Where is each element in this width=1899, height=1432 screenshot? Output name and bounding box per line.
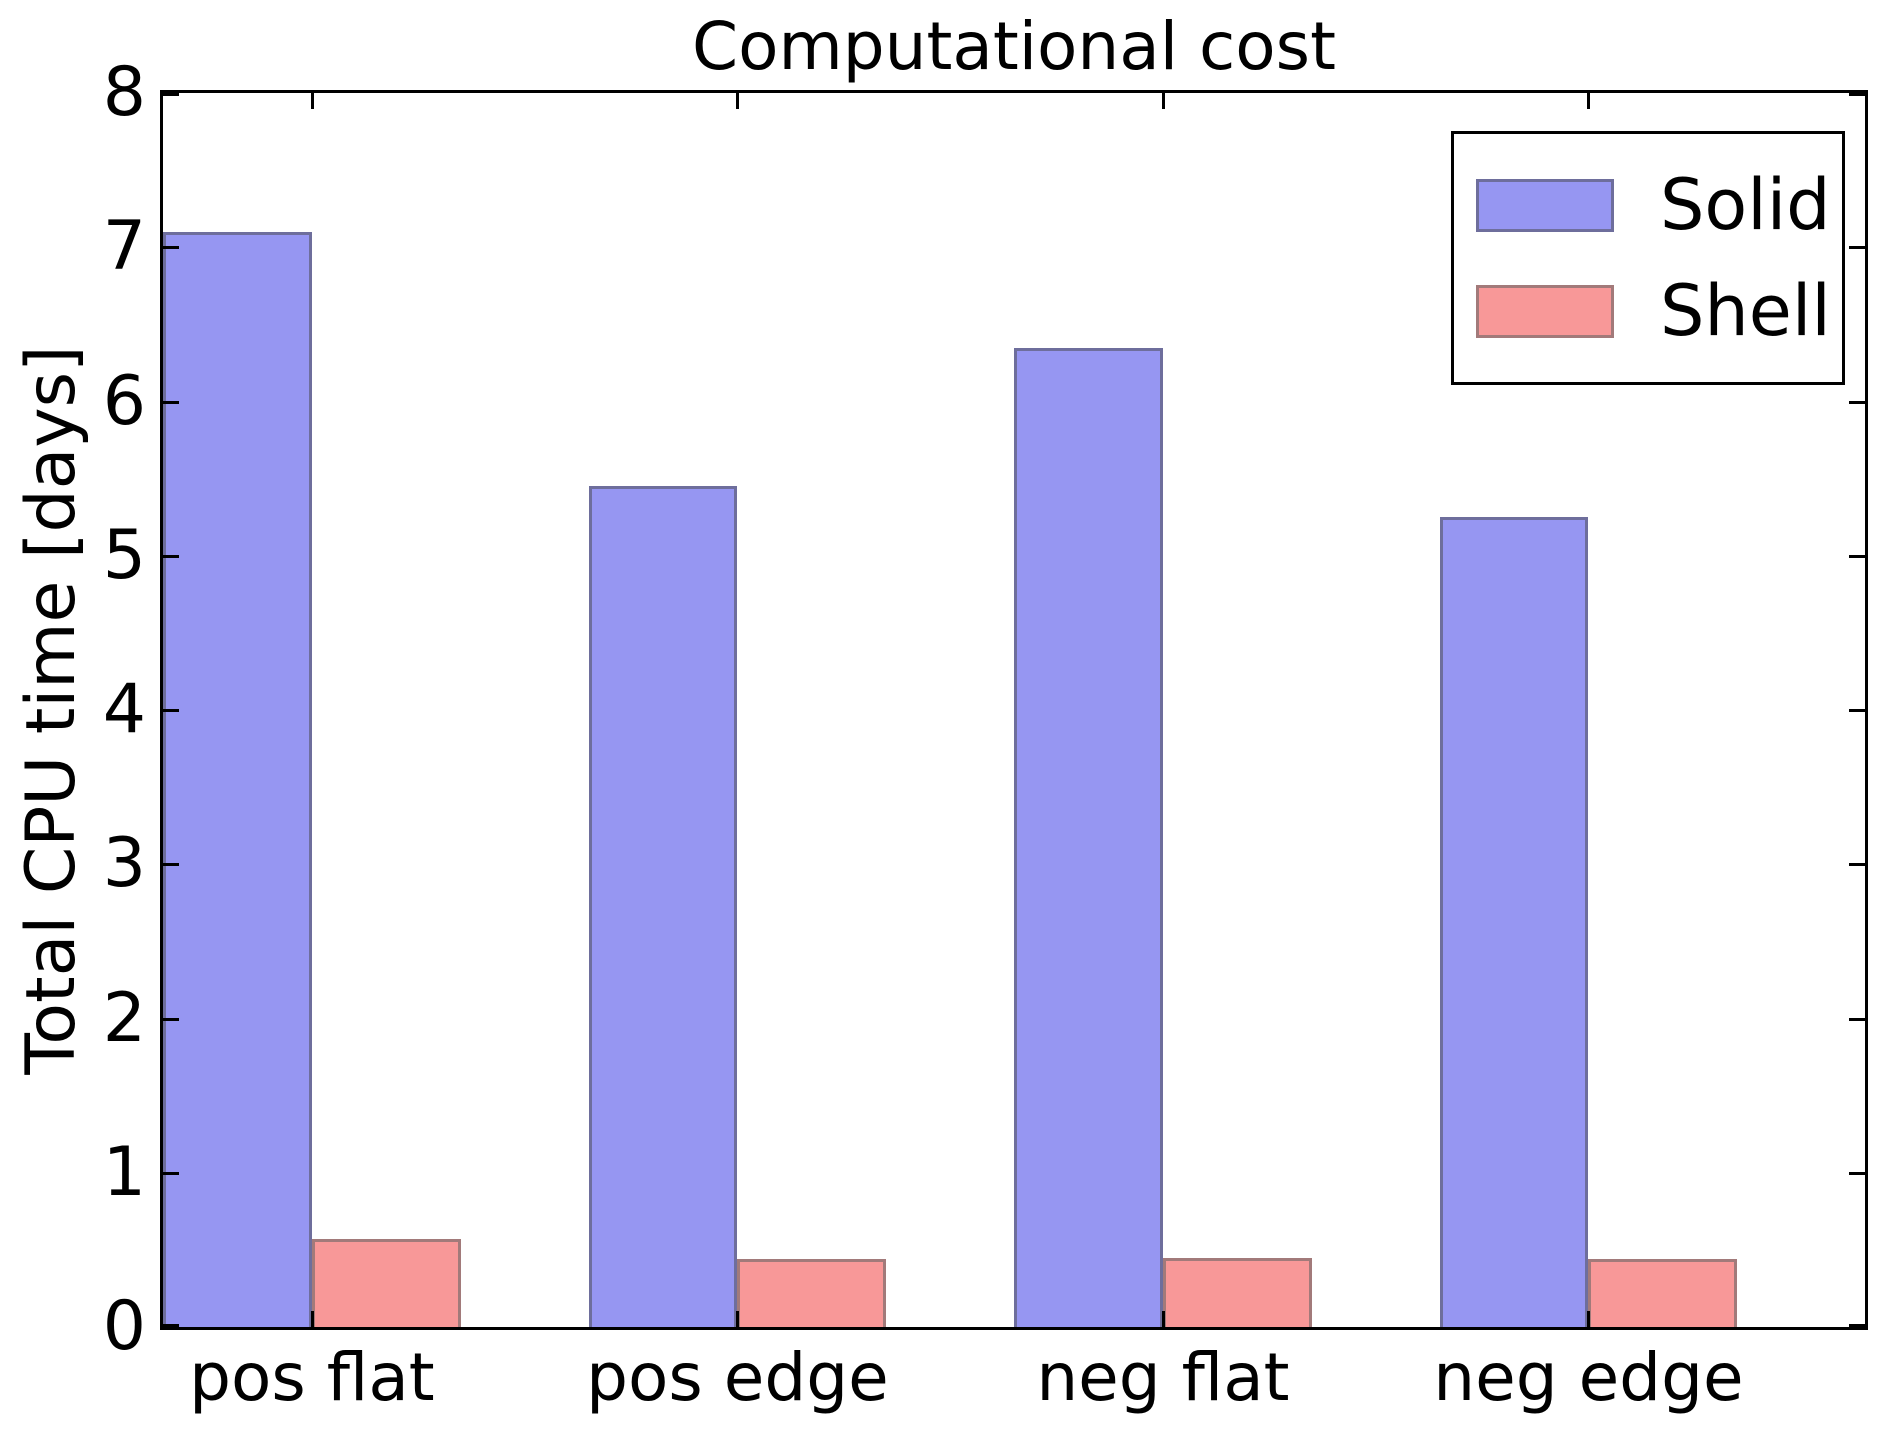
y-tick-mark-right bbox=[1849, 93, 1865, 96]
y-tick-label: 5 bbox=[102, 515, 146, 595]
bar-shell-pos-edge bbox=[737, 1259, 887, 1327]
y-tick-label: 3 bbox=[102, 824, 146, 904]
y-tick-mark-right bbox=[1849, 246, 1865, 250]
y-tick-mark-right bbox=[1849, 400, 1865, 404]
legend-item-solid: Solid bbox=[1476, 170, 1842, 240]
x-tick-label-pos-edge: pos edge bbox=[586, 1339, 889, 1416]
y-tick-label: 1 bbox=[102, 1132, 146, 1212]
y-tick-mark-right bbox=[1849, 554, 1865, 558]
chart-title: Computational cost bbox=[692, 8, 1336, 85]
y-tick-mark-left bbox=[163, 93, 179, 96]
y-tick-mark-left bbox=[163, 1324, 179, 1327]
x-tick-label-neg-edge: neg edge bbox=[1433, 1339, 1744, 1416]
bar-solid-pos-edge bbox=[588, 486, 738, 1327]
bar-solid-neg-flat bbox=[1014, 347, 1163, 1327]
y-tick-mark-left bbox=[163, 863, 179, 867]
y-tick-label: 7 bbox=[102, 207, 146, 287]
y-tick-mark-left bbox=[163, 709, 179, 712]
y-tick-mark-right bbox=[1849, 1017, 1865, 1021]
y-tick-mark-left bbox=[163, 554, 179, 558]
legend-swatch-shell bbox=[1476, 284, 1614, 338]
y-tick-label: 8 bbox=[102, 53, 146, 132]
y-tick-mark-left bbox=[163, 400, 179, 404]
x-tick-mark-top bbox=[310, 93, 314, 109]
x-tick-mark-bottom bbox=[310, 1311, 314, 1327]
bar-shell-pos-flat bbox=[311, 1239, 461, 1327]
x-tick-label-neg-flat: neg flat bbox=[1036, 1339, 1290, 1416]
y-tick-mark-left bbox=[163, 1171, 179, 1175]
bar-shell-neg-flat bbox=[1162, 1257, 1312, 1327]
legend-swatch-solid bbox=[1476, 178, 1614, 232]
legend-label-shell: Shell bbox=[1660, 270, 1831, 352]
y-tick-label: 6 bbox=[102, 361, 146, 441]
y-tick-label: 0 bbox=[102, 1287, 146, 1366]
y-tick-mark-right bbox=[1849, 1171, 1865, 1175]
x-tick-mark-bottom bbox=[736, 1311, 740, 1327]
y-tick-mark-left bbox=[163, 246, 179, 250]
bar-shell-neg-edge bbox=[1588, 1259, 1738, 1327]
y-tick-mark-right bbox=[1849, 863, 1865, 867]
legend-label-solid: Solid bbox=[1660, 164, 1831, 246]
x-tick-mark-top bbox=[1587, 93, 1591, 109]
y-tick-mark-left bbox=[163, 1017, 179, 1021]
x-tick-label-pos-flat: pos flat bbox=[189, 1339, 435, 1416]
y-tick-label: 2 bbox=[102, 978, 146, 1058]
legend: Solid Shell bbox=[1451, 131, 1845, 385]
y-tick-mark-right bbox=[1849, 709, 1865, 712]
x-tick-mark-top bbox=[1161, 93, 1165, 109]
bar-solid-pos-flat bbox=[163, 231, 312, 1327]
x-tick-mark-bottom bbox=[1587, 1311, 1591, 1327]
y-tick-label: 4 bbox=[102, 670, 146, 749]
bar-solid-neg-edge bbox=[1439, 517, 1589, 1327]
x-tick-mark-bottom bbox=[1161, 1311, 1165, 1327]
legend-item-shell: Shell bbox=[1476, 276, 1842, 346]
y-tick-mark-right bbox=[1849, 1324, 1865, 1327]
x-tick-mark-top bbox=[736, 93, 740, 109]
